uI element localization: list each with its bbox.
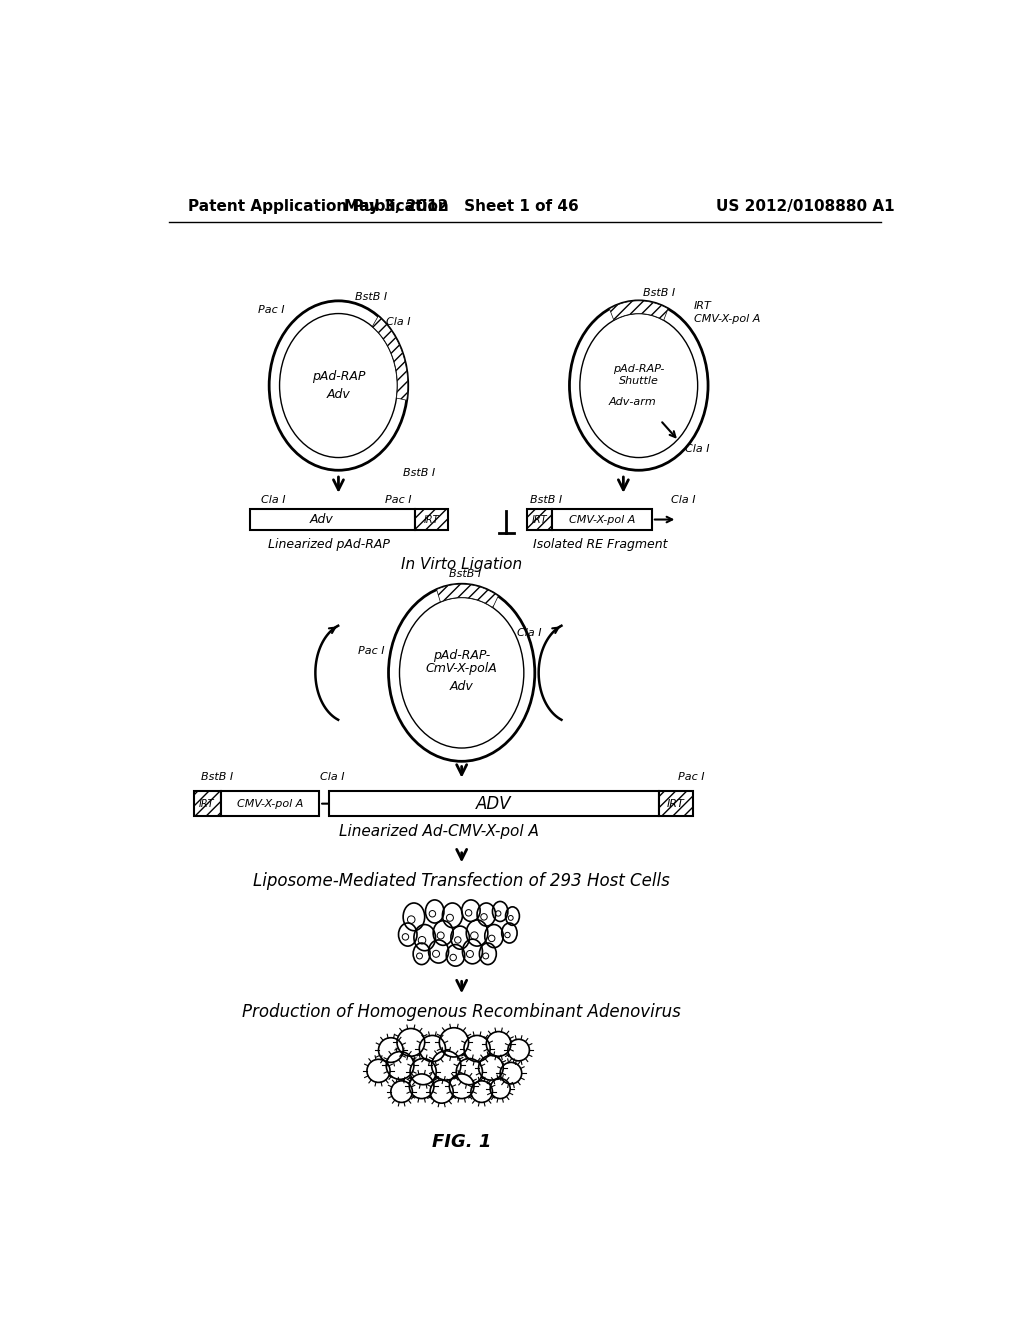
Text: US 2012/0108880 A1: US 2012/0108880 A1	[716, 198, 894, 214]
Text: BstB I: BstB I	[355, 292, 387, 302]
Text: Cla I: Cla I	[386, 317, 411, 327]
FancyBboxPatch shape	[416, 508, 447, 531]
Text: ADV: ADV	[476, 795, 512, 813]
FancyBboxPatch shape	[552, 508, 652, 531]
Ellipse shape	[388, 585, 535, 762]
FancyBboxPatch shape	[527, 508, 552, 531]
Text: Liposome-Mediated Transfection of 293 Host Cells: Liposome-Mediated Transfection of 293 Ho…	[253, 871, 670, 890]
Text: Linearized pAd-RAP: Linearized pAd-RAP	[268, 537, 390, 550]
Text: pAd-RAP-: pAd-RAP-	[613, 363, 665, 374]
Polygon shape	[609, 301, 668, 321]
Text: FIG. 1: FIG. 1	[432, 1134, 492, 1151]
Text: IRT: IRT	[424, 515, 439, 524]
FancyBboxPatch shape	[220, 792, 319, 816]
Text: Cla I: Cla I	[321, 772, 344, 783]
Text: May 3, 2012   Sheet 1 of 46: May 3, 2012 Sheet 1 of 46	[344, 198, 579, 214]
Text: Pac I: Pac I	[258, 305, 285, 315]
Text: Adv: Adv	[327, 388, 350, 401]
Text: In Virto Ligation: In Virto Ligation	[401, 557, 522, 573]
Text: Pac I: Pac I	[358, 647, 385, 656]
Text: CMV-X-pol A: CMV-X-pol A	[237, 799, 303, 809]
Text: BstB I: BstB I	[403, 467, 435, 478]
FancyBboxPatch shape	[194, 792, 220, 816]
Ellipse shape	[569, 301, 708, 470]
Text: BstB I: BstB I	[530, 495, 562, 504]
FancyBboxPatch shape	[658, 792, 692, 816]
Text: Adv: Adv	[450, 680, 473, 693]
Text: IRT: IRT	[199, 799, 215, 809]
Text: pAd-RAP-: pAd-RAP-	[433, 649, 490, 663]
Text: pAd-RAP: pAd-RAP	[311, 370, 366, 383]
Text: Isolated RE Fragment: Isolated RE Fragment	[534, 537, 668, 550]
Text: CMV-X-pol A: CMV-X-pol A	[568, 515, 635, 524]
Text: CMV-X-pol A: CMV-X-pol A	[694, 314, 761, 323]
Polygon shape	[373, 317, 408, 400]
Text: IRT: IRT	[531, 515, 547, 524]
Text: IRT: IRT	[667, 799, 685, 809]
Text: Production of Homogenous Recombinant Adenovirus: Production of Homogenous Recombinant Ade…	[243, 1003, 681, 1020]
Text: Patent Application Publication: Patent Application Publication	[188, 198, 450, 214]
Text: Adv: Adv	[309, 513, 334, 527]
Text: Pac I: Pac I	[385, 495, 412, 504]
Text: Cla I: Cla I	[261, 495, 286, 504]
Text: BstB I: BstB I	[201, 772, 232, 783]
Text: Linearized Ad-CMV-X-pol A: Linearized Ad-CMV-X-pol A	[339, 824, 539, 840]
Text: Cla I: Cla I	[517, 628, 542, 638]
Ellipse shape	[269, 301, 408, 470]
Text: BstB I: BstB I	[450, 569, 481, 579]
Text: BstB I: BstB I	[643, 288, 675, 298]
Text: IRT: IRT	[694, 301, 712, 312]
Polygon shape	[436, 585, 499, 607]
Text: Shuttle: Shuttle	[618, 376, 658, 385]
Text: Cla I: Cla I	[671, 495, 695, 504]
FancyBboxPatch shape	[250, 508, 416, 531]
Text: Pac I: Pac I	[678, 772, 705, 783]
Text: Adv-arm: Adv-arm	[608, 397, 656, 408]
Text: CmV-X-polA: CmV-X-polA	[426, 663, 498, 676]
Text: Cla I: Cla I	[685, 444, 710, 454]
FancyBboxPatch shape	[330, 792, 658, 816]
